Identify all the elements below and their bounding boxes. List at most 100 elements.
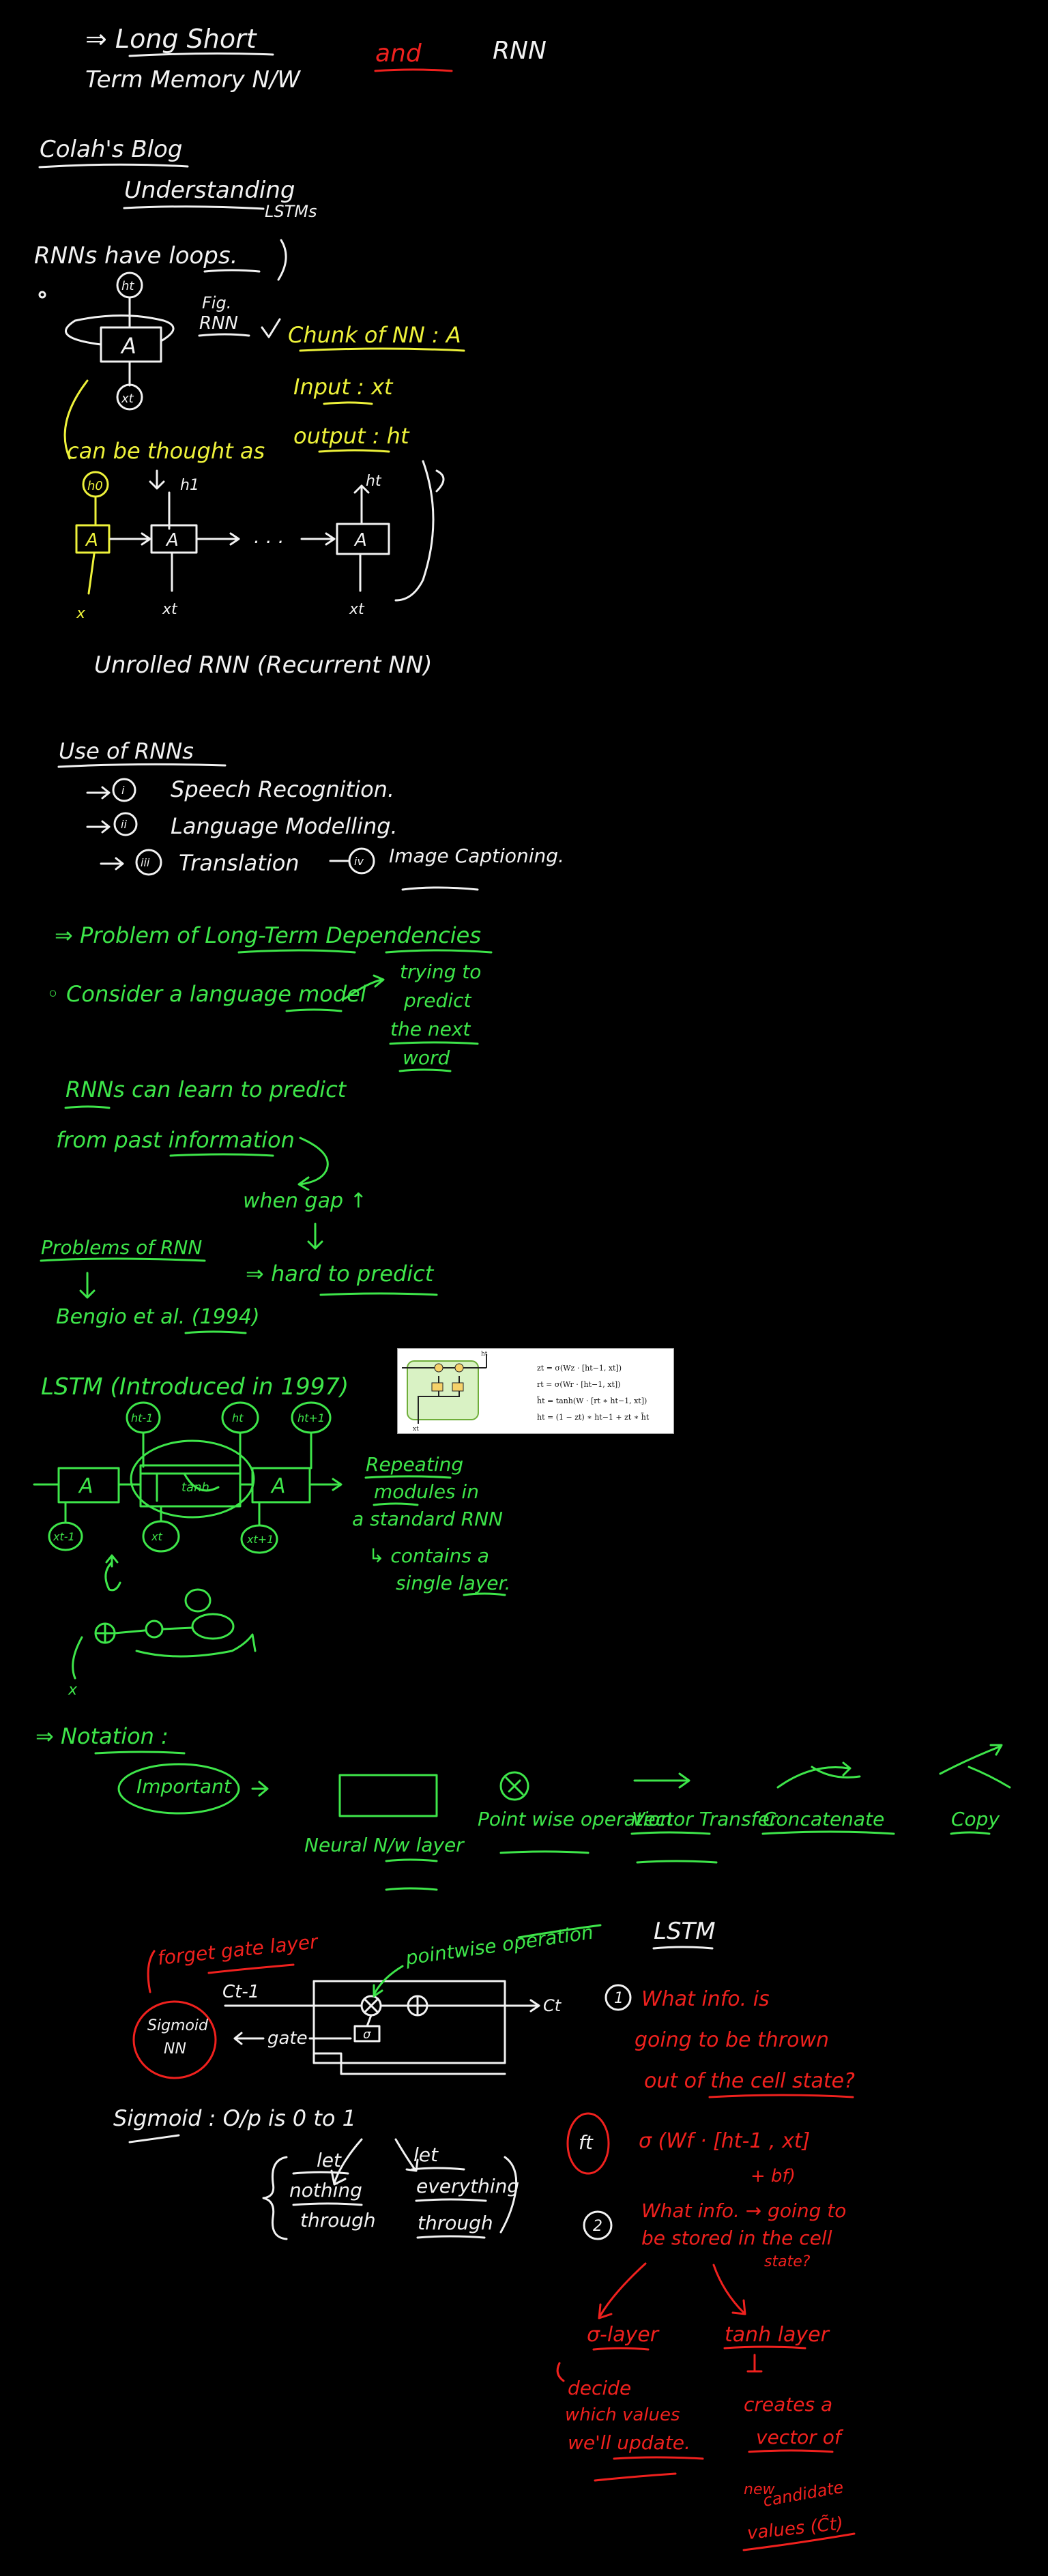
bengio: Bengio et al. (1994) — [56, 1305, 260, 1329]
step-1-num: 1 — [614, 1990, 624, 2007]
sigmoid-left-1: let — [317, 2149, 342, 2171]
unrolled-a1-label: A — [85, 530, 98, 551]
blog-name: Colah's Blog — [40, 136, 182, 163]
sigmoid-nn-2: NN — [164, 2040, 186, 2058]
title-block: ⇒ Long Short Term Memory N/W and RNN — [85, 24, 547, 93]
use-3-label: Translation — [179, 850, 300, 876]
repeating-4: ↳ contains a — [368, 1545, 489, 1567]
hard-to-predict: ⇒ hard to predict — [246, 1261, 435, 1287]
problems-of-rnn: Problems of RNN — [41, 1236, 202, 1259]
use-2-num: ii — [121, 818, 127, 831]
notation-item-3: Vector Transfer — [632, 1808, 778, 1830]
gru-eq-3: h̃t = tanh(W · [rt ∗ ht−1, xt]) — [537, 1396, 647, 1405]
lstm-mini-x: x — [68, 1682, 78, 1699]
fig-rnn-label: RNN — [199, 313, 238, 334]
creates-3: new — [744, 2481, 775, 2498]
q2-line3: state? — [764, 2253, 811, 2270]
ft-label: ft — [579, 2131, 594, 2154]
rnn-loops-section: RNNs have loops. ht A xt Fig. RNN Chunk … — [34, 239, 465, 679]
q1-line1: What info. is — [641, 1987, 770, 2011]
gru-x-label: xt — [413, 1426, 419, 1433]
decide-1: decide — [568, 2377, 631, 2399]
forget-gate-label: forget gate layer — [156, 1930, 319, 1970]
blog-block: Colah's Blog Understanding LSTMs — [38, 136, 317, 221]
gru-eq-1: zt = σ(Wz · [ht−1, xt]) — [537, 1364, 622, 1373]
gru-op-1 — [434, 1363, 443, 1373]
lstm-h2-label: ht — [232, 1411, 244, 1424]
input-label: Input : xt — [293, 374, 394, 400]
lstm-section: LSTM (Introduced in 1997) ht-1 ht ht+1 A… — [33, 1373, 510, 1699]
use-1-num: i — [121, 784, 125, 797]
ft-formula2: + bf) — [751, 2166, 796, 2186]
sigmoid-nn-highlight — [132, 2000, 217, 2079]
gru-figure-svg: ht xt zt = σ(Wz · [ht−1, xt]) rt = σ(Wr … — [402, 1351, 650, 1433]
unrolled-h1: h1 — [180, 477, 199, 494]
unrolled-a1 — [75, 524, 111, 554]
use-4-badge — [348, 847, 375, 875]
repeating-2: modules in — [374, 1480, 479, 1503]
repeating-1: Repeating — [366, 1453, 463, 1476]
blog-lstms: LSTMs — [265, 202, 317, 221]
creates-5: values (C̃t) — [746, 2513, 844, 2544]
notation-item-4: Concatenate — [763, 1808, 884, 1830]
trying-1: trying to — [400, 961, 481, 983]
notation-pointwise-icon — [499, 1771, 529, 1801]
sigma-symbol: σ — [363, 2028, 371, 2042]
use-4-label: Image Captioning. — [389, 845, 564, 867]
notation-item-2: Point wise operation — [478, 1808, 672, 1830]
creates-2: vector of — [756, 2426, 844, 2448]
q2-line2: be stored in the cell — [641, 2227, 832, 2249]
notation-item-5: Copy — [951, 1808, 1000, 1830]
unrolled-xt1: xt — [162, 601, 178, 618]
use-2-label: Language Modelling. — [171, 813, 398, 839]
unrolled-ht: ht — [366, 473, 382, 490]
lstm-tanh: tanh — [181, 1480, 209, 1495]
ft-formula: σ (Wf · [ht-1 , xt] — [639, 2129, 810, 2153]
lstm-cell-3-label: A — [270, 1474, 286, 1498]
xt-node — [116, 383, 143, 411]
sigmoid-left-3: through — [300, 2209, 376, 2231]
ct-label: Ct — [543, 1996, 562, 2015]
unrolled-a2 — [150, 524, 198, 554]
ct1-label: Ct-1 — [222, 1982, 259, 2002]
unrolled-caption: Unrolled RNN (Recurrent NN) — [94, 652, 432, 679]
problem-heading: ⇒ Problem of Long-Term Dependencies — [55, 922, 481, 948]
lstm-mini-tanh — [191, 1613, 235, 1640]
fig-label: Fig. — [202, 293, 231, 312]
sigmoid-left-2: nothing — [289, 2179, 362, 2201]
uses-heading: Use of RNNs — [59, 738, 194, 764]
notation-heading: ⇒ Notation : — [35, 1723, 169, 1749]
lstm-h3-label: ht+1 — [297, 1411, 325, 1424]
use-3-badge — [135, 849, 162, 876]
unrolled-h0: h0 — [87, 479, 103, 493]
notation-vector-icon — [633, 1772, 690, 1789]
rnn-loops-heading: RNNs have loops. — [34, 242, 237, 269]
use-3-num: iii — [141, 856, 150, 869]
unrolled-a2-label: A — [165, 530, 179, 551]
sigmoid-section: Sigmoid : O/p is 0 to 1 let nothing thro… — [113, 2105, 519, 2240]
step-2-num: 2 — [593, 2218, 602, 2235]
gru-eq-2: rt = σ(Wr · [ht−1, xt]) — [537, 1380, 620, 1389]
lstm-cell-2 — [139, 1464, 242, 1508]
trying-4: word — [403, 1046, 450, 1069]
trying-2: predict — [403, 989, 471, 1012]
use-4-num: iv — [354, 855, 364, 868]
unrolled-x: x — [76, 605, 86, 622]
notation-nn-layer-icon — [338, 1774, 438, 1817]
pointwise-label: pointwise operation — [403, 1921, 594, 1970]
lstm-x1-label: xt-1 — [53, 1530, 75, 1543]
gate-label: gate — [267, 2028, 308, 2049]
repeating-3: a standard RNN — [352, 1508, 503, 1530]
q2-line1: What info. → going to — [641, 2199, 846, 2222]
step-2-badge — [583, 2210, 613, 2240]
lstm-x3-label: xt+1 — [246, 1533, 274, 1546]
title-and: and — [375, 40, 422, 68]
blog-understanding: Understanding — [124, 177, 295, 204]
lstm-cell-box — [312, 1980, 506, 2064]
unrolled-dots: . . . — [254, 525, 285, 548]
lstm-x2-label: xt — [151, 1530, 162, 1543]
lstm-mini-top — [184, 1588, 212, 1613]
repeating-5: single layer. — [396, 1572, 510, 1594]
sigmoid-label: Sigmoid : O/p is 0 to 1 — [113, 2105, 356, 2131]
